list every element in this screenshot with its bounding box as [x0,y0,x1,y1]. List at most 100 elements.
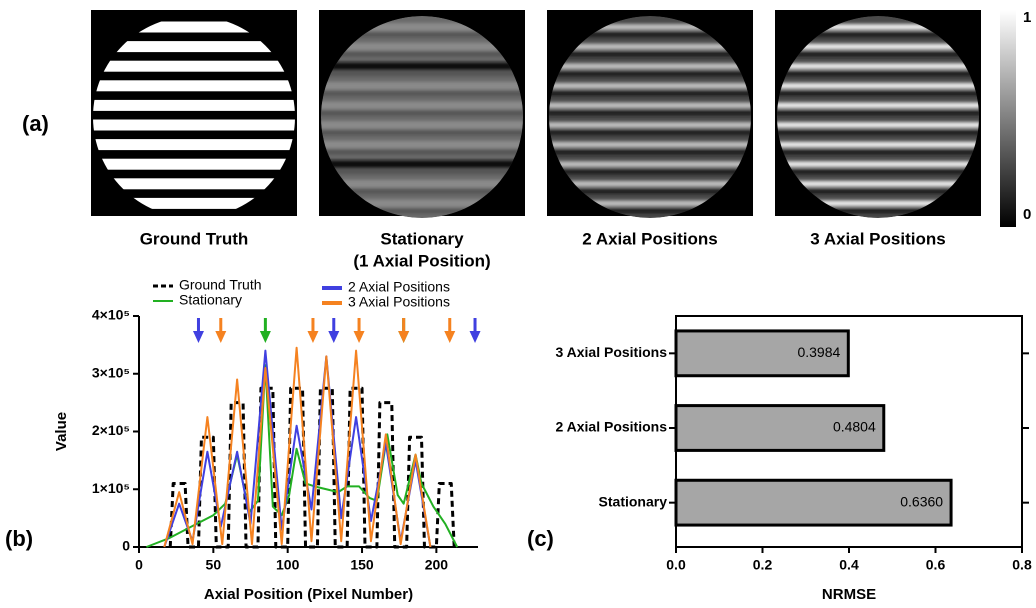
x-tick-label: 50 [206,557,222,573]
stripe [547,181,753,187]
y-tick-label: 4×10⁵ [92,307,130,323]
image-content [319,16,525,218]
legend-label: Stationary [179,292,242,308]
x-tick-label: 0.0 [666,557,686,573]
gap [547,169,753,174]
colorbar-tick-label: 0 [1023,206,1031,223]
x-tick-label: 0.2 [753,557,773,573]
stripe [319,62,525,70]
position-arrow [215,318,226,343]
gap [547,71,753,76]
gap [547,130,753,135]
stripe [775,122,981,128]
position-arrow [398,318,409,343]
x-tick-label: 150 [350,557,374,573]
x-tick-label: 0.8 [1012,557,1032,573]
gap [547,150,753,155]
gap [547,91,753,96]
position-arrow [193,318,204,343]
gap [319,169,525,174]
stripe [319,160,525,168]
stripe [547,83,753,89]
gap [775,150,981,155]
image-content [775,16,981,218]
legend-label: 3 Axial Positions [348,294,450,310]
gap [775,130,981,135]
gap [547,110,753,115]
y-tick-label: 1×10⁵ [92,480,130,496]
stripe [91,159,297,170]
image-caption: 3 Axial Positions [810,229,945,248]
gap [775,52,981,57]
image-content [547,16,753,218]
gap [775,169,981,174]
image-caption: Ground Truth [140,229,249,248]
y-tick-label: 2×10⁵ [92,422,130,438]
x-axis-label: NRMSE [822,586,876,603]
x-axis-label: Axial Position (Pixel Number) [204,586,413,603]
y-tick-label: 2 Axial Positions [555,419,667,435]
figure: (a) (b) (c) Ground TruthStationary(1 Axi… [0,0,1036,608]
panel-label: (a) [22,111,49,136]
stripe [319,101,525,109]
image-caption: (1 Axial Position) [353,251,490,270]
gap [319,52,525,57]
stripe [91,61,297,72]
value-label: 0.3984 [797,344,840,360]
gap [319,91,525,96]
value-label: 0.4804 [833,419,876,435]
gap [319,71,525,76]
image-caption: Stationary [380,229,464,248]
y-axis-label: Value [53,412,70,451]
stripe [547,122,753,128]
stripe [547,161,753,167]
stripe [91,139,297,150]
gap [775,71,981,76]
x-tick-label: 200 [425,557,449,573]
y-tick-label: Stationary [599,493,668,509]
stripe [775,161,981,167]
gap [319,130,525,135]
legend-label: 2 Axial Positions [348,279,450,295]
y-tick-label: 0 [122,538,130,554]
position-arrow [260,318,271,343]
position-arrow [328,318,339,343]
stripe [91,100,297,111]
y-tick-label: 3 Axial Positions [555,344,667,360]
panel-label: (b) [5,526,33,551]
legend-label: Ground Truth [179,277,262,293]
stripe [547,63,753,69]
stripe [319,121,525,129]
stripe [319,180,525,188]
x-tick-label: 100 [276,557,300,573]
x-tick-label: 0 [135,557,143,573]
stripe [91,80,297,91]
stripe [775,83,981,89]
position-arrow [354,318,365,343]
colorbar [1000,10,1016,227]
gap [319,110,525,115]
value-label: 0.6360 [900,493,943,509]
position-arrow [444,318,455,343]
stripe [91,120,297,131]
x-tick-label: 0.6 [926,557,946,573]
gap [547,52,753,57]
stripe [547,102,753,108]
stripe [319,82,525,90]
stripe [775,181,981,187]
colorbar-tick-label: 1 [1023,9,1031,26]
panel-label: (c) [527,526,554,551]
x-tick-label: 0.4 [839,557,859,573]
stripe [775,102,981,108]
stripe [319,141,525,149]
image-row [91,10,981,218]
image-caption: 2 Axial Positions [582,229,717,248]
gap [775,91,981,96]
gap [775,110,981,115]
position-arrow [307,318,318,343]
position-arrow [470,318,481,343]
y-tick-label: 3×10⁵ [92,364,130,380]
stripe [775,63,981,69]
stripe [547,142,753,148]
stripe [91,178,297,189]
